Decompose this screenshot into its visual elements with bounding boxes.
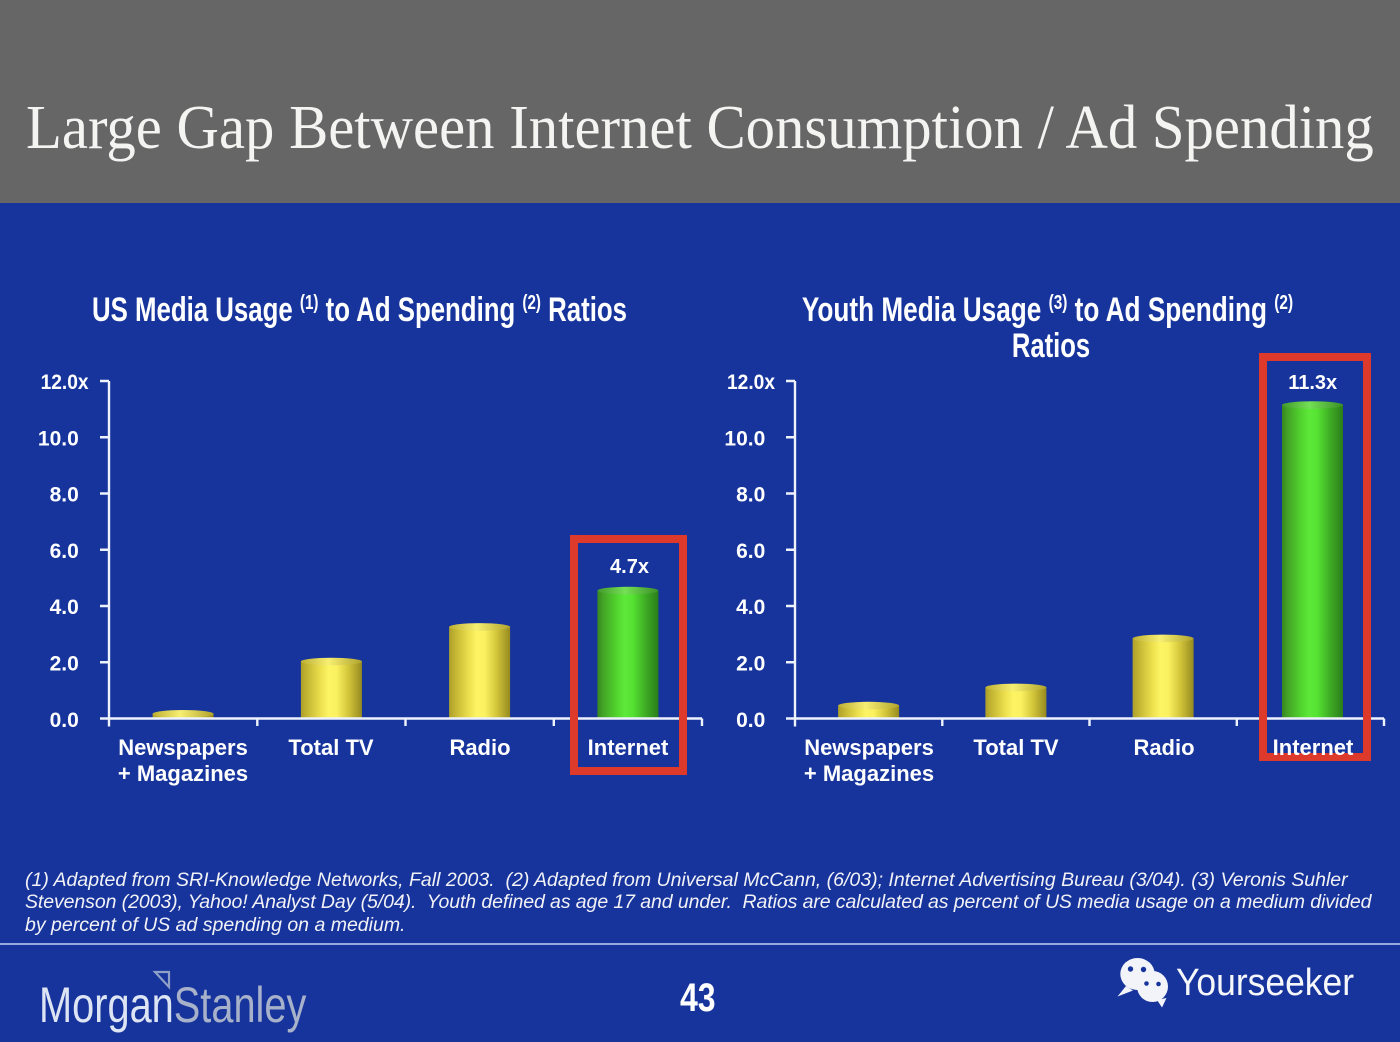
svg-text:12.0x: 12.0x <box>727 371 775 394</box>
svg-text:11.3x: 11.3x <box>1288 372 1337 394</box>
svg-text:6.0: 6.0 <box>736 540 765 563</box>
svg-text:Newspapers: Newspapers <box>804 735 934 760</box>
svg-text:Radio: Radio <box>1133 735 1194 760</box>
svg-text:Total TV: Total TV <box>288 735 373 760</box>
svg-text:8.0: 8.0 <box>50 484 79 507</box>
svg-text:Youth Media Usage (3) to Ad Sp: Youth Media Usage (3) to Ad Spending (2) <box>802 291 1293 329</box>
svg-text:Internet: Internet <box>1273 735 1354 760</box>
svg-text:+ Magazines: + Magazines <box>804 761 934 786</box>
svg-text:Total TV: Total TV <box>973 735 1058 760</box>
svg-text:4.0: 4.0 <box>736 596 765 619</box>
svg-text:12.0x: 12.0x <box>41 371 89 394</box>
svg-text:2.0: 2.0 <box>736 653 765 676</box>
svg-text:4.7x: 4.7x <box>610 556 649 578</box>
svg-text:8.0: 8.0 <box>736 484 765 507</box>
svg-text:Radio: Radio <box>449 735 510 760</box>
svg-text:4.0: 4.0 <box>50 596 79 619</box>
svg-text:+ Magazines: + Magazines <box>118 761 248 786</box>
svg-text:10.0: 10.0 <box>38 427 79 450</box>
svg-text:0.0: 0.0 <box>50 709 79 732</box>
svg-text:Newspapers: Newspapers <box>118 735 248 760</box>
svg-text:10.0: 10.0 <box>724 427 765 450</box>
svg-text:Internet: Internet <box>588 735 669 760</box>
svg-text:US Media Usage (1) to Ad Spend: US Media Usage (1) to Ad Spending (2) Ra… <box>92 291 627 329</box>
svg-text:6.0: 6.0 <box>50 540 79 563</box>
svg-text:Ratios: Ratios <box>1012 328 1090 365</box>
svg-text:0.0: 0.0 <box>736 709 765 732</box>
svg-text:2.0: 2.0 <box>50 653 79 676</box>
